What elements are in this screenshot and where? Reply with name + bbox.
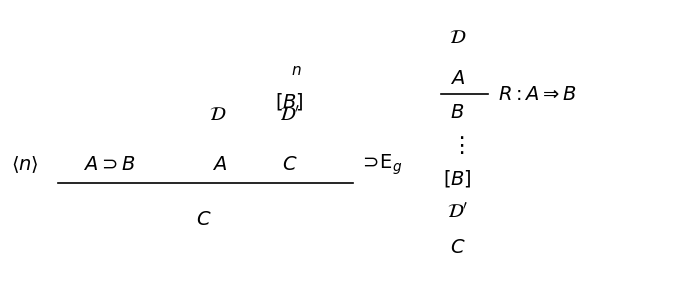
Text: $\supset\!\mathrm{E}_g$: $\supset\!\mathrm{E}_g$ <box>360 152 403 177</box>
Text: $C$: $C$ <box>196 210 212 229</box>
Text: $[B]$: $[B]$ <box>275 91 304 111</box>
Text: $\mathcal{D}$: $\mathcal{D}$ <box>209 105 226 124</box>
Text: $C$: $C$ <box>450 238 465 257</box>
Text: $C$: $C$ <box>282 155 297 174</box>
Text: $B$: $B$ <box>451 103 464 122</box>
Text: $n$: $n$ <box>291 63 302 78</box>
Text: $\mathcal{D}'$: $\mathcal{D}'$ <box>279 105 301 125</box>
Text: $A \supset B$: $A \supset B$ <box>83 155 136 174</box>
Text: $R : A \Rightarrow B$: $R : A \Rightarrow B$ <box>498 85 577 103</box>
Text: $\mathcal{D}'$: $\mathcal{D}'$ <box>447 202 469 222</box>
Text: $[B]$: $[B]$ <box>443 168 472 189</box>
Text: $A$: $A$ <box>212 155 227 174</box>
Text: $\langle n \rangle$: $\langle n \rangle$ <box>10 154 38 175</box>
Text: $\mathcal{D}$: $\mathcal{D}$ <box>449 28 466 47</box>
Text: $\vdots$: $\vdots$ <box>451 134 464 156</box>
Text: $A$: $A$ <box>450 69 465 88</box>
